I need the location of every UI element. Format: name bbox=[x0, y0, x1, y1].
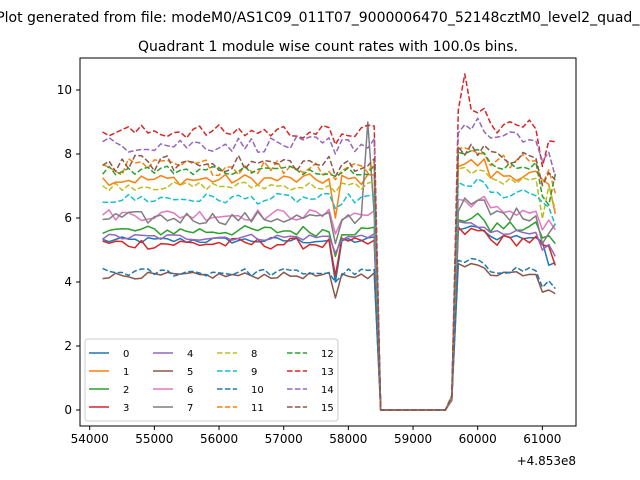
legend-label-13: 13 bbox=[321, 367, 334, 378]
legend-label-3: 3 bbox=[123, 403, 129, 414]
x-tick-label: 59000 bbox=[394, 432, 432, 446]
y-tick-label: 4 bbox=[64, 275, 72, 289]
series-line-2 bbox=[102, 212, 556, 411]
series-line-14 bbox=[102, 117, 557, 411]
legend-label-14: 14 bbox=[321, 385, 334, 396]
legend-label-15: 15 bbox=[321, 403, 334, 414]
series-line-8 bbox=[102, 166, 557, 411]
legend-label-9: 9 bbox=[251, 367, 257, 378]
legend-label-5: 5 bbox=[187, 367, 193, 378]
y-axis: 0 2 4 6 8 10 bbox=[57, 83, 80, 417]
y-tick-label: 10 bbox=[57, 83, 72, 97]
legend-label-1: 1 bbox=[123, 367, 129, 378]
x-tick-label: 60000 bbox=[459, 432, 497, 446]
series-line-15 bbox=[102, 143, 556, 411]
legend-frame bbox=[84, 338, 339, 422]
series-line-7 bbox=[102, 121, 556, 411]
chart-title: Quadrant 1 module wise count rates with … bbox=[138, 39, 518, 55]
x-offset-label: +4.853e8 bbox=[517, 454, 576, 468]
legend-label-11: 11 bbox=[251, 403, 264, 414]
legend-label-12: 12 bbox=[321, 349, 334, 360]
series-layer bbox=[102, 73, 557, 411]
legend-label-10: 10 bbox=[251, 385, 264, 396]
x-tick-label: 56000 bbox=[200, 432, 238, 446]
legend-label-0: 0 bbox=[123, 349, 129, 360]
series-line-3 bbox=[102, 226, 557, 411]
series-line-6 bbox=[102, 195, 556, 411]
plot-area-frame bbox=[79, 57, 577, 427]
series-line-4 bbox=[102, 220, 556, 411]
legend-label-7: 7 bbox=[187, 403, 193, 414]
suptitle: Plot generated from file: modeM0/AS1C09_… bbox=[0, 10, 640, 26]
legend-label-4: 4 bbox=[187, 349, 193, 360]
series-line-12 bbox=[102, 148, 557, 411]
y-tick-label: 8 bbox=[64, 147, 72, 161]
series-line-1 bbox=[102, 158, 557, 411]
y-tick-label: 6 bbox=[64, 211, 72, 225]
x-tick-label: 57000 bbox=[265, 432, 303, 446]
series-line-13 bbox=[102, 73, 556, 411]
series-line-9 bbox=[102, 178, 557, 411]
x-axis: 54000 55000 56000 57000 58000 59000 60000 61000 bbox=[71, 426, 561, 446]
y-tick-label: 0 bbox=[64, 403, 72, 417]
x-tick-label: 54000 bbox=[71, 432, 109, 446]
x-tick-label: 58000 bbox=[329, 432, 367, 446]
legend-label-2: 2 bbox=[123, 385, 129, 396]
x-tick-label: 55000 bbox=[135, 432, 173, 446]
x-tick-label: 61000 bbox=[523, 432, 561, 446]
series-line-10 bbox=[102, 257, 556, 411]
legend-label-6: 6 bbox=[187, 385, 193, 396]
legend-label-8: 8 bbox=[251, 349, 257, 360]
y-tick-label: 2 bbox=[64, 339, 72, 353]
